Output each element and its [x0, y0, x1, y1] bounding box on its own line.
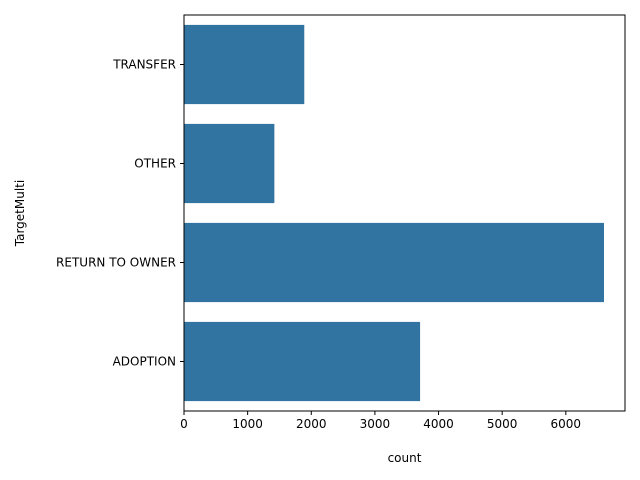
x-axis-ticks: 0 1000 2000 3000 4000 5000 6000	[180, 411, 581, 431]
y-tick-label: OTHER	[134, 157, 176, 171]
x-tick-label: 1000	[232, 417, 263, 431]
x-tick-label: 5000	[487, 417, 518, 431]
y-tick-label: TRANSFER	[112, 58, 176, 72]
bar-return-to-owner	[184, 222, 604, 303]
plot-frame	[183, 14, 626, 412]
bar-transfer	[184, 24, 305, 105]
x-axis-title: count	[388, 451, 422, 465]
x-tick-label: 3000	[360, 417, 391, 431]
y-tick-label: ADOPTION	[113, 355, 176, 369]
bar-other	[184, 123, 275, 204]
x-tick-label: 0	[180, 417, 188, 431]
x-tick-label: 4000	[423, 417, 454, 431]
x-tick-label: 6000	[551, 417, 582, 431]
y-axis-title: TargetMulti	[13, 180, 27, 247]
bar-adoption	[184, 321, 421, 402]
x-tick-label: 2000	[296, 417, 327, 431]
bars-group	[184, 24, 604, 402]
y-axis-ticks: TRANSFER OTHER RETURN TO OWNER ADOPTION	[56, 58, 184, 369]
y-tick-label: RETURN TO OWNER	[56, 256, 176, 270]
